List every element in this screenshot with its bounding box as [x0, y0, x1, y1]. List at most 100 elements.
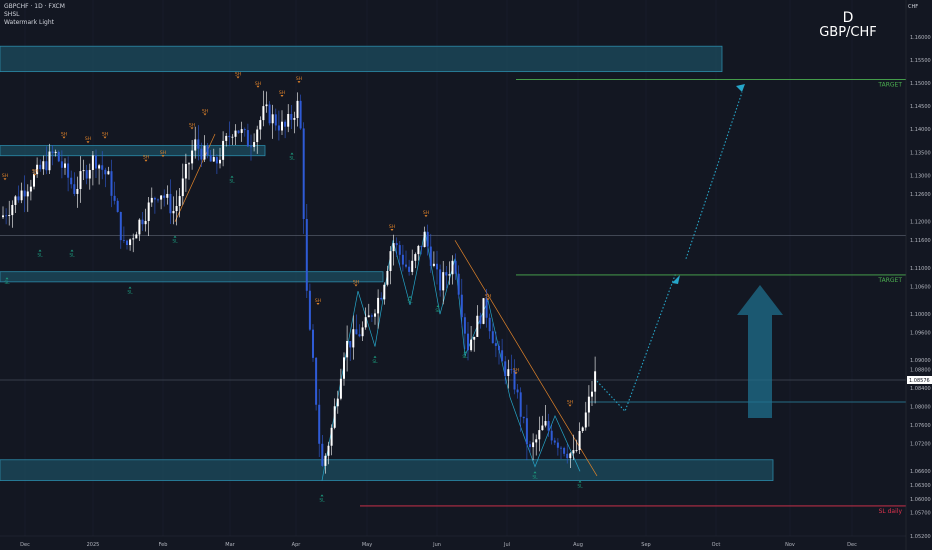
swing-low-marker: SL [37, 253, 43, 259]
candle-body [234, 130, 237, 137]
swing-high-arrow [190, 127, 194, 130]
candle-body [246, 130, 249, 147]
swing-low-arrow [578, 480, 582, 483]
candle-body [380, 297, 383, 300]
candle-body [26, 191, 29, 197]
candle-body [429, 246, 432, 266]
swing-high-arrow [161, 155, 165, 158]
price-tick: 1.16000 [910, 35, 931, 41]
swing-high-marker: SH [255, 81, 261, 87]
swing-low-marker: SL [319, 497, 325, 503]
price-tick: 1.08000 [910, 404, 931, 410]
candle-body [197, 139, 200, 149]
candle-body [14, 196, 17, 205]
price-tick: 1.07200 [910, 441, 931, 447]
time-tick: Jun [432, 542, 441, 548]
swing-high-marker: SH [567, 400, 573, 406]
swing-high-marker: SH [296, 76, 302, 82]
candle-body [451, 260, 454, 275]
projection-path [685, 92, 743, 259]
time-tick: Sep [641, 542, 650, 548]
candle-body [364, 317, 367, 328]
time-tick: Apr [292, 542, 302, 548]
candle-body [405, 264, 407, 267]
candle-body [553, 440, 556, 443]
candle-body [253, 142, 256, 147]
candle-body [215, 157, 218, 164]
indicator-watermark[interactable]: Watermark Light [4, 19, 54, 26]
candle-body [287, 114, 290, 127]
candle-body [91, 155, 94, 170]
candle-body [587, 396, 590, 413]
candle-body [240, 129, 243, 133]
price-tick: 1.13000 [910, 173, 931, 179]
candle-body [420, 245, 423, 248]
candle-body [312, 329, 314, 358]
candle-body [29, 186, 32, 192]
swing-high-arrow [486, 298, 490, 301]
price-tick: 1.07600 [910, 423, 931, 429]
price-tick: 1.10000 [910, 312, 931, 318]
candle-body [550, 430, 553, 441]
time-tick: 2025 [87, 542, 100, 548]
candle-body [39, 164, 42, 170]
candle-body [566, 453, 569, 459]
candle-body [457, 273, 460, 295]
swing-high-arrow [424, 215, 428, 218]
candle-body [392, 243, 395, 252]
candle-body [88, 169, 91, 179]
swing-low-arrow [173, 235, 177, 238]
projection-arrowhead [672, 275, 680, 284]
candle-body [95, 155, 97, 169]
candle-body [386, 270, 389, 285]
candle-body [361, 327, 364, 337]
candle-body [85, 170, 88, 179]
candle-body [284, 121, 287, 127]
swing-high-marker: SH [2, 173, 8, 179]
price-tick: 1.08800 [910, 367, 931, 373]
swing-high-arrow [568, 404, 572, 407]
candle-body [302, 128, 305, 219]
swing-high-arrow [297, 81, 301, 84]
candle-body [70, 177, 73, 185]
candle-body [454, 260, 457, 274]
candle-body [122, 240, 125, 241]
price-tick: 1.05700 [910, 511, 931, 517]
candle-body [346, 340, 349, 358]
candle-body [256, 129, 259, 143]
price-tick: 1.11000 [910, 266, 931, 272]
candle-body [110, 171, 113, 196]
price-tick: 1.13500 [910, 150, 931, 156]
candle-body [8, 215, 11, 217]
swing-high-arrow [62, 136, 66, 139]
swing-low-marker: SL [532, 474, 538, 480]
candle-body [293, 118, 296, 120]
candle-body [594, 371, 597, 392]
candle-body [113, 195, 116, 201]
swing-high-arrow [86, 141, 90, 144]
price-tick: 1.06300 [910, 483, 931, 489]
swing-high-arrow [354, 284, 358, 287]
candle-body [160, 195, 163, 200]
candle-body [209, 155, 212, 162]
swing-high-marker: SH [102, 132, 108, 138]
candle-body [231, 136, 234, 138]
price-tick: 1.05200 [910, 534, 931, 540]
indicator-shsl[interactable]: SHSL [4, 11, 20, 18]
sl-label: SL daily [879, 508, 903, 515]
swing-high-arrow [316, 302, 320, 305]
swing-low-arrow [5, 277, 9, 280]
price-tick: 1.14000 [910, 127, 931, 133]
swing-high-marker: SH [160, 150, 166, 156]
candle-body [541, 425, 544, 431]
candle-body [268, 104, 271, 124]
swing-low-arrow [436, 304, 440, 307]
swing-high-marker: SH [32, 169, 38, 175]
price-tick: 1.15000 [910, 81, 931, 87]
price-tick: 1.11600 [910, 238, 931, 244]
candle-body [188, 163, 190, 165]
swing-low-arrow [533, 471, 537, 474]
candle-body [73, 184, 76, 194]
price-tick: 1.09600 [910, 330, 931, 336]
